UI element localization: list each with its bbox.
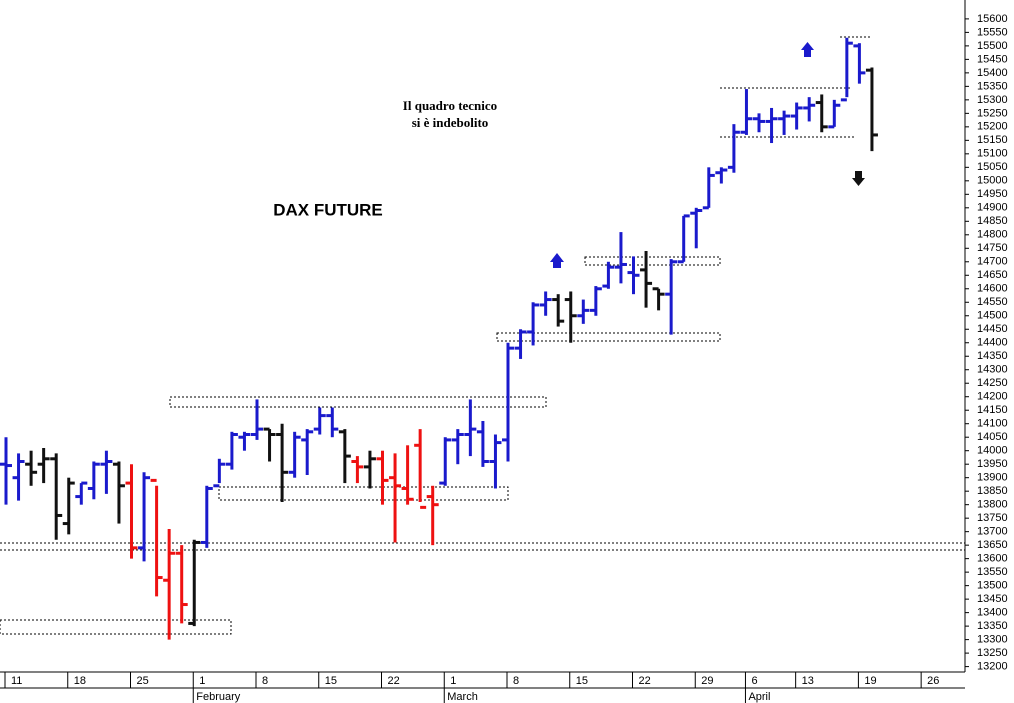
x-tick-label: 29 <box>701 675 713 687</box>
y-tick-label: 15200 <box>977 121 1008 133</box>
zone <box>169 396 547 408</box>
y-tick-label: 14300 <box>977 364 1008 376</box>
y-tick-label: 13700 <box>977 526 1008 538</box>
annotation: si è indebolito <box>412 115 489 130</box>
y-tick-label: 13250 <box>977 647 1008 659</box>
x-tick-label: 1 <box>450 675 456 687</box>
x-tick-label: 19 <box>864 675 876 687</box>
y-tick-label: 15500 <box>977 40 1008 52</box>
y-tick-label: 14550 <box>977 296 1008 308</box>
month-label: February <box>196 691 241 703</box>
y-tick-label: 15050 <box>977 161 1008 173</box>
y-tick-label: 14150 <box>977 404 1008 416</box>
y-tick-label: 14100 <box>977 418 1008 430</box>
y-tick-label: 13500 <box>977 580 1008 592</box>
y-tick-label: 14450 <box>977 323 1008 335</box>
month-label: April <box>748 691 770 703</box>
y-tick-label: 13350 <box>977 620 1008 632</box>
y-tick-label: 13300 <box>977 634 1008 646</box>
x-tick-label: 26 <box>927 675 939 687</box>
up-arrow <box>550 253 564 268</box>
arrows <box>550 42 865 268</box>
x-tick-label: 8 <box>513 675 519 687</box>
zones <box>0 36 965 635</box>
x-tick-label: 11 <box>11 675 22 687</box>
zone <box>496 332 721 342</box>
y-tick-label: 14700 <box>977 256 1008 268</box>
x-tick-label: 13 <box>802 675 814 687</box>
x-tick-label: 15 <box>325 675 337 687</box>
y-tick-label: 14650 <box>977 269 1008 281</box>
x-tick-label: 6 <box>751 675 757 687</box>
y-tick-label: 13650 <box>977 539 1008 551</box>
y-tick-label: 15400 <box>977 67 1008 79</box>
up-arrow <box>801 42 814 57</box>
y-tick-label: 14750 <box>977 242 1008 254</box>
y-tick-label: 13200 <box>977 661 1008 673</box>
y-tick-label: 15600 <box>977 13 1008 25</box>
y-tick-label: 13800 <box>977 499 1008 511</box>
y-tick-label: 15300 <box>977 94 1008 106</box>
y-tick-label: 15450 <box>977 53 1008 65</box>
x-tick-label: 22 <box>388 675 400 687</box>
y-tick-label: 14900 <box>977 202 1008 214</box>
y-tick-label: 14800 <box>977 229 1008 241</box>
annotation: Il quadro tecnico <box>403 98 497 113</box>
y-tick-label: 13450 <box>977 593 1008 605</box>
x-tick-label: 15 <box>576 675 588 687</box>
month-label: March <box>447 691 478 703</box>
y-tick-label: 13950 <box>977 458 1008 470</box>
y-tick-label: 14950 <box>977 188 1008 200</box>
x-tick-label: 8 <box>262 675 268 687</box>
y-tick-label: 14600 <box>977 283 1008 295</box>
y-tick-label: 14400 <box>977 337 1008 349</box>
y-tick-label: 13900 <box>977 472 1008 484</box>
x-tick-label: 22 <box>639 675 651 687</box>
y-tick-label: 13850 <box>977 485 1008 497</box>
y-tick-label: 14350 <box>977 350 1008 362</box>
y-tick-label: 14200 <box>977 391 1008 403</box>
x-tick-label: 25 <box>137 675 149 687</box>
y-tick-label: 15150 <box>977 134 1008 146</box>
x-tick-label: 18 <box>74 675 86 687</box>
y-tick-label: 14850 <box>977 215 1008 227</box>
y-tick-label: 15550 <box>977 26 1008 38</box>
x-tick-label: 1 <box>199 675 205 687</box>
y-tick-label: 14000 <box>977 445 1008 457</box>
zone <box>0 619 232 635</box>
y-tick-label: 13750 <box>977 512 1008 524</box>
y-tick-label: 15350 <box>977 80 1008 92</box>
y-tick-label: 14050 <box>977 431 1008 443</box>
zone <box>584 256 721 266</box>
y-tick-label: 15100 <box>977 148 1008 160</box>
y-tick-label: 15000 <box>977 175 1008 187</box>
y-tick-label: 14250 <box>977 377 1008 389</box>
chart-title: DAX FUTURE <box>273 200 383 219</box>
y-tick-label: 15250 <box>977 107 1008 119</box>
y-tick-label: 13550 <box>977 566 1008 578</box>
y-tick-label: 14500 <box>977 310 1008 322</box>
y-tick-label: 13600 <box>977 553 1008 565</box>
down-arrow <box>852 171 865 186</box>
zone <box>218 486 509 501</box>
y-tick-label: 13400 <box>977 607 1008 619</box>
